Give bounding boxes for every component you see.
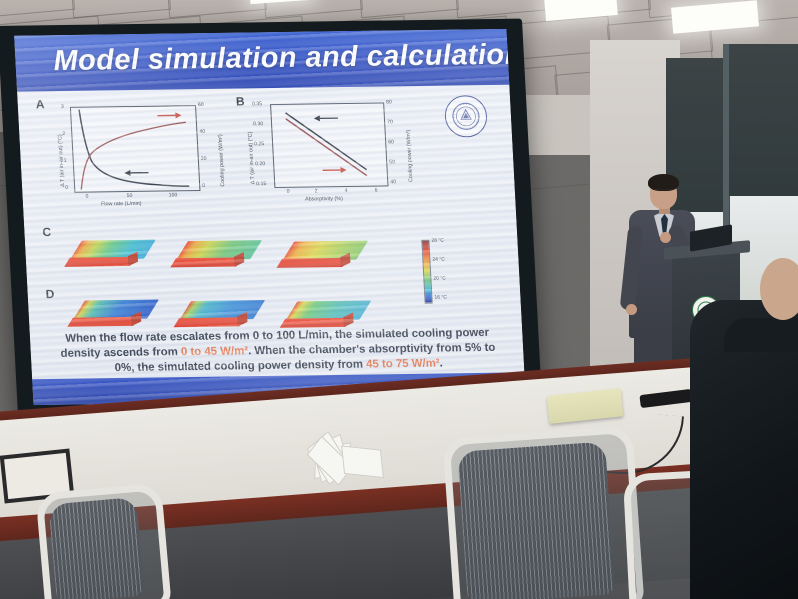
audience-collar [724, 318, 798, 352]
window-mullion-vertical [723, 44, 729, 390]
colorbar-label-16: 16 °C [434, 294, 448, 301]
panel-b-y2tick-70: 70 [387, 119, 394, 126]
panel-a-ylabel: Δ T (air in-air out) (°C) [57, 134, 67, 187]
panel-b-ytick-030: 0.30 [252, 121, 264, 128]
presentation-screen[interactable]: Model simulation and calculation A [0, 18, 543, 418]
panel-b-ytick-015: 0.15 [256, 181, 267, 188]
panel-b-y2label: Cooling power (W/m²) [405, 129, 415, 183]
presenter-hair [648, 174, 679, 191]
chair-mesh-back [48, 496, 145, 599]
panel-a-ytick-3: 3 [60, 103, 64, 110]
roller-blind-right[interactable] [728, 44, 798, 196]
presenter-tie [661, 214, 668, 236]
panel-b-y2tick-80: 80 [385, 99, 393, 106]
book-page [341, 445, 384, 479]
legend-arrow-black [313, 115, 338, 122]
caption-highlight-1: 0 to 45 W/m² [180, 345, 249, 359]
screen-inner: Model simulation and calculation A [14, 28, 526, 406]
presenter-hand-right [660, 232, 671, 243]
panel-b-y2tick-60: 60 [388, 139, 395, 146]
plate-front-side [279, 317, 352, 328]
page-title: Model simulation and calculation [52, 38, 524, 78]
plate-d-1 [67, 299, 159, 331]
panel-letter-b: B [235, 94, 245, 109]
university-seal-logo [443, 95, 489, 138]
panel-a-y2tick-40: 40 [199, 128, 206, 136]
presenter-glasses [653, 189, 674, 195]
panel-a-y2tick-60: 60 [197, 102, 204, 109]
legend-arrow-red [322, 167, 347, 174]
plate-front-side [67, 316, 139, 327]
panel-b-xtick-2: 2 [314, 188, 318, 195]
panel-a-y2tick-20: 20 [200, 155, 207, 163]
chair-left[interactable] [35, 482, 172, 599]
audience-head [760, 258, 798, 320]
panel-a-xlabel: Flow rate (L/min) [100, 200, 142, 208]
panel-b-ylabel: Δ T (air in-air out) (°C) [247, 131, 257, 185]
panel-letter-a: A [35, 97, 45, 112]
chart-panel-a [69, 105, 201, 193]
panel-letter-c: C [42, 225, 52, 240]
slide: Model simulation and calculation A [14, 28, 526, 406]
plate-front-side [170, 257, 243, 268]
panel-b-ytick-020: 0.20 [255, 161, 266, 168]
panel-b-ytick-025: 0.25 [253, 141, 265, 148]
plate-d-2 [173, 300, 266, 331]
panel-letter-d: D [45, 286, 55, 302]
panel-a-curves [78, 109, 190, 190]
plate-c-3 [276, 240, 369, 272]
plate-c-2 [170, 240, 262, 271]
panel-a-y2label: Cooling power (W/m²) [217, 134, 227, 187]
open-book[interactable] [306, 431, 386, 486]
panel-b-xtick-6: 6 [374, 187, 378, 194]
panel-a-xtick-50: 50 [126, 192, 133, 200]
temperature-colorbar [421, 239, 433, 304]
panel-b-ytick-035: 0.35 [251, 101, 263, 108]
panel-b-curves [285, 112, 368, 177]
colorbar-label-24: 24 °C [432, 256, 446, 263]
chair-center[interactable] [442, 425, 645, 599]
colorbar-label-28: 28 °C [431, 237, 445, 244]
plate-front-side [173, 317, 246, 328]
presenter-neck [659, 205, 670, 214]
plate-c-1 [64, 239, 156, 271]
panel-b-xtick-0: 0 [286, 188, 290, 195]
colorbar-label-20: 20 °C [433, 275, 447, 282]
panel-a-xtick-100: 100 [168, 192, 178, 199]
caption-part-3: . [439, 357, 444, 370]
panel-a-y2tick-0: 0 [202, 182, 206, 189]
plate-front-side [276, 257, 349, 268]
panel-a-xtick-0: 0 [85, 193, 89, 200]
panel-b-y2tick-40: 40 [390, 179, 397, 186]
plate-front-side [64, 256, 136, 267]
chair-mesh-back [457, 441, 616, 599]
panel-b-y2tick-50: 50 [389, 159, 396, 166]
presenter-hand-left [626, 304, 637, 315]
slide-caption: When the flow rate escalates from 0 to 1… [52, 326, 505, 377]
legend-arrow-red [157, 112, 182, 119]
chart-panel-b [270, 102, 389, 188]
caption-highlight-2: 45 to 75 W/m² [365, 357, 440, 371]
legend-arrow-black [124, 169, 149, 176]
panel-b-xtick-4: 4 [344, 187, 348, 194]
panel-b-xlabel: Absorptivity (%) [304, 195, 344, 203]
